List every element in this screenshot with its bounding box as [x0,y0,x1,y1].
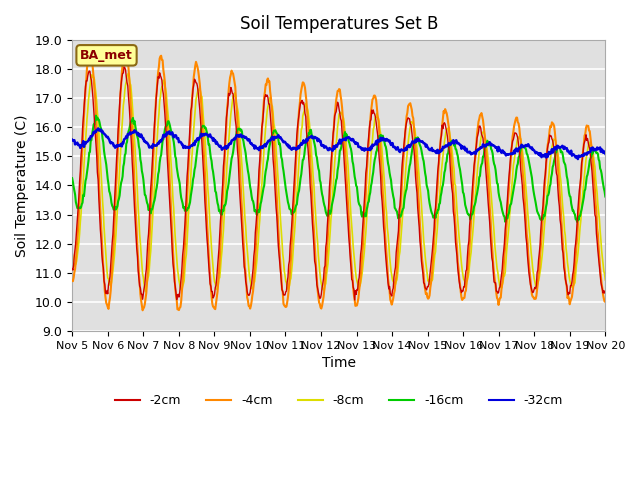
Y-axis label: Soil Temperature (C): Soil Temperature (C) [15,114,29,257]
Title: Soil Temperatures Set B: Soil Temperatures Set B [239,15,438,33]
X-axis label: Time: Time [322,356,356,370]
Legend: -2cm, -4cm, -8cm, -16cm, -32cm: -2cm, -4cm, -8cm, -16cm, -32cm [109,389,568,412]
Text: BA_met: BA_met [80,49,133,62]
